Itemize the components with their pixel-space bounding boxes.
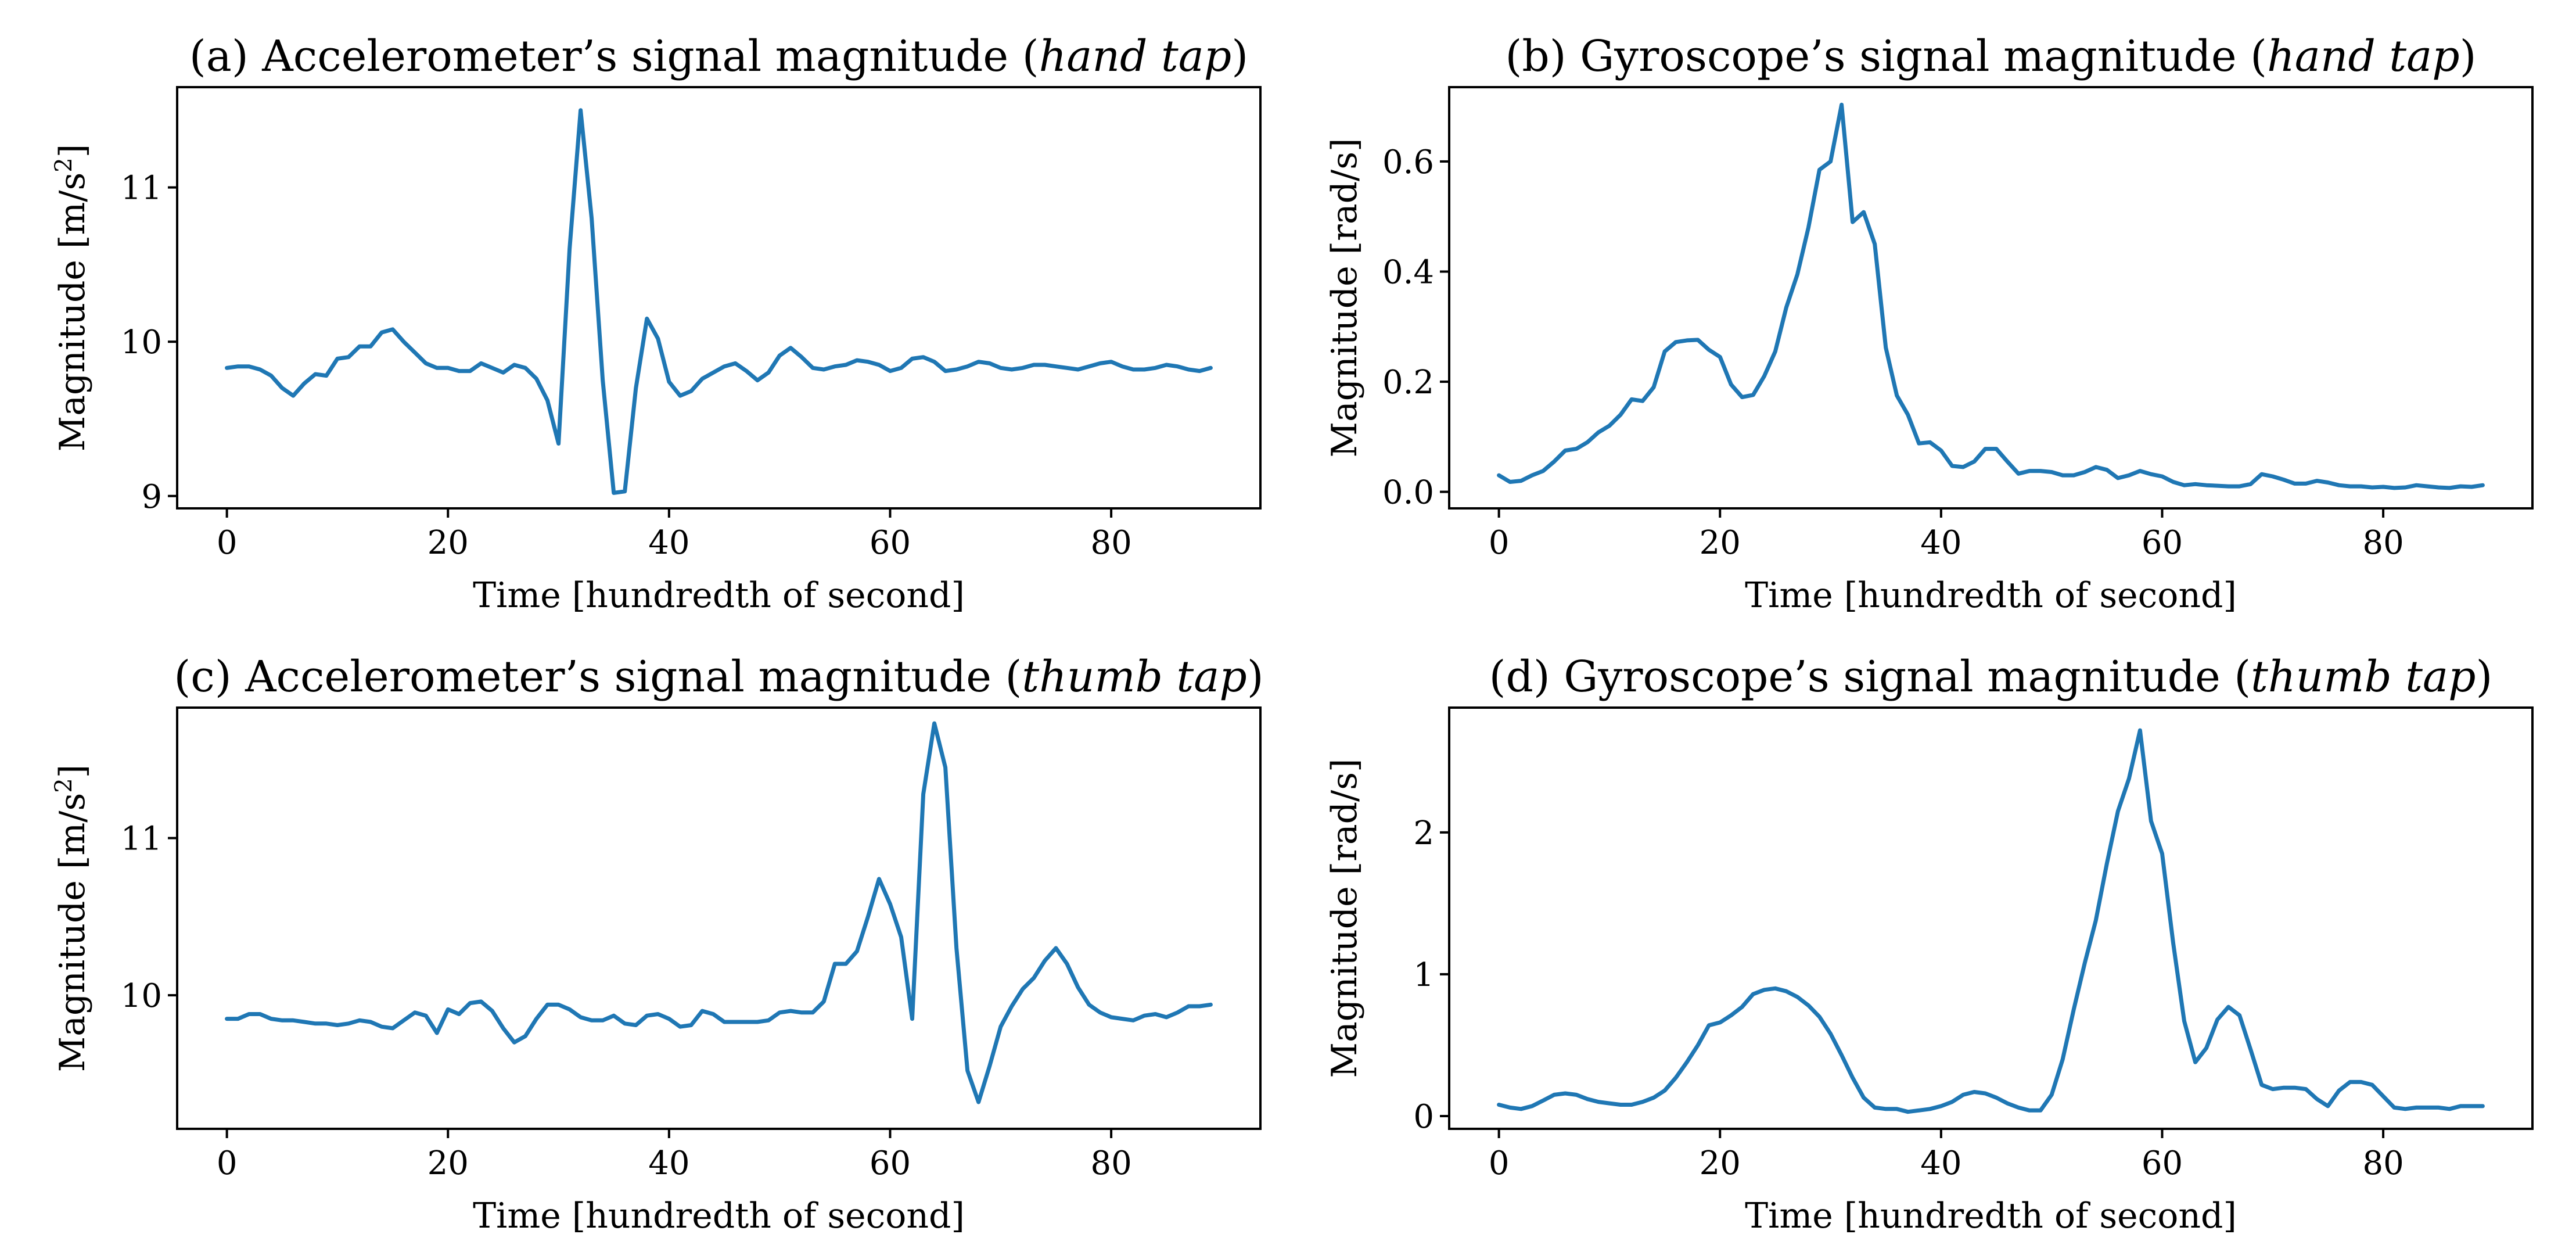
y-tick-label: 0.2 [1382, 364, 1434, 401]
x-tick-label: 80 [1090, 1145, 1131, 1182]
y-axis-label-superscript: 2 [51, 157, 77, 172]
x-tick-label: 0 [217, 1145, 238, 1182]
y-axis-label-main: Magnitude [m/s [52, 173, 93, 452]
x-tick-label: 60 [2142, 1145, 2183, 1182]
chart-title-suffix: ) [1247, 652, 1264, 702]
x-tick-label: 80 [1090, 524, 1131, 562]
x-tick-label: 0 [1489, 1145, 1510, 1182]
chart-title-suffix: ) [2476, 652, 2493, 702]
y-axis-label-main: Magnitude [rad/s] [1324, 759, 1365, 1078]
y-tick-label: 10 [121, 977, 162, 1015]
y-axis-label-main: Magnitude [rad/s] [1324, 138, 1365, 458]
x-tick-label: 80 [2362, 524, 2403, 562]
plot-frame [1448, 86, 2534, 510]
x-axis-label: Time [hundredth of second] [1745, 1196, 2237, 1236]
chart-panel-2: (c) Accelerometer’s signal magnitude (th… [51, 652, 1264, 1236]
chart-panel-3: (d) Gyroscope’s signal magnitude (thumb … [1324, 652, 2534, 1236]
chart-title: (d) Gyroscope’s signal magnitude (thumb … [1489, 652, 2493, 702]
y-axis-label: Magnitude [rad/s] [1324, 138, 1365, 458]
plot-frame [1448, 706, 2534, 1130]
plot-frame [176, 86, 1262, 510]
x-tick-label: 60 [870, 524, 911, 562]
chart-title-prefix: (b) Gyroscope’s signal magnitude ( [1506, 31, 2268, 81]
chart-panel-0: (a) Accelerometer’s signal magnitude (ha… [51, 31, 1262, 616]
y-axis-label-end: ] [52, 765, 93, 778]
y-tick-label: 2 [1413, 815, 1434, 852]
y-axis-label: Magnitude [m/s2] [51, 765, 93, 1072]
x-tick-label: 40 [648, 1145, 689, 1182]
series-line-accelerometer [225, 108, 1213, 495]
chart-title-prefix: (a) Accelerometer’s signal magnitude ( [189, 31, 1039, 81]
chart-title-italic: thumb tap [2251, 652, 2476, 702]
y-axis-label-main: Magnitude [m/s [52, 793, 93, 1072]
y-axis-label: Magnitude [rad/s] [1324, 759, 1365, 1078]
series-line-accelerometer [225, 721, 1213, 1104]
series-line-gyroscope [1497, 728, 2485, 1114]
chart-title-prefix: (c) Accelerometer’s signal magnitude ( [174, 652, 1022, 702]
chart-title-italic: thumb tap [1022, 652, 1246, 702]
x-tick-label: 40 [1920, 524, 1961, 562]
chart-title: (b) Gyroscope’s signal magnitude (hand t… [1506, 31, 2477, 81]
x-tick-label: 20 [1700, 524, 1741, 562]
chart-title-italic: hand tap [2267, 31, 2460, 81]
chart-title-prefix: (d) Gyroscope’s signal magnitude ( [1489, 652, 2251, 702]
plot-frame [176, 706, 1262, 1130]
x-tick-label: 0 [1489, 524, 1510, 562]
y-tick-label: 11 [121, 170, 162, 207]
x-axis-label: Time [hundredth of second] [473, 1196, 965, 1236]
y-tick-label: 11 [121, 820, 162, 858]
chart-title-suffix: ) [1231, 31, 1248, 81]
x-axis-label: Time [hundredth of second] [473, 575, 965, 616]
y-tick-label: 1 [1413, 956, 1434, 994]
y-tick-label: 0 [1413, 1098, 1434, 1136]
x-tick-label: 60 [2142, 524, 2183, 562]
y-tick-label: 10 [121, 324, 162, 361]
x-tick-label: 80 [2362, 1145, 2403, 1182]
x-tick-label: 20 [427, 524, 469, 562]
x-axis-label: Time [hundredth of second] [1745, 575, 2237, 616]
y-axis-label-superscript: 2 [51, 778, 77, 792]
x-tick-label: 40 [1920, 1145, 1961, 1182]
x-tick-label: 40 [648, 524, 689, 562]
chart-panel-1: (b) Gyroscope’s signal magnitude (hand t… [1324, 31, 2534, 616]
chart-title-italic: hand tap [1039, 31, 1232, 81]
chart-title: (a) Accelerometer’s signal magnitude (ha… [189, 31, 1248, 81]
chart-title: (c) Accelerometer’s signal magnitude (th… [174, 652, 1263, 702]
y-axis-label-end: ] [52, 144, 93, 157]
x-tick-label: 60 [870, 1145, 911, 1182]
y-axis-label: Magnitude [m/s2] [51, 144, 93, 451]
x-tick-label: 20 [427, 1145, 469, 1182]
y-tick-label: 0.6 [1382, 144, 1434, 181]
y-tick-label: 0.4 [1382, 253, 1434, 291]
chart-title-suffix: ) [2460, 31, 2477, 81]
y-tick-label: 9 [141, 478, 162, 516]
x-tick-label: 20 [1700, 1145, 1741, 1182]
x-tick-label: 0 [217, 524, 238, 562]
y-tick-label: 0.0 [1382, 474, 1434, 512]
series-line-gyroscope [1497, 102, 2485, 490]
